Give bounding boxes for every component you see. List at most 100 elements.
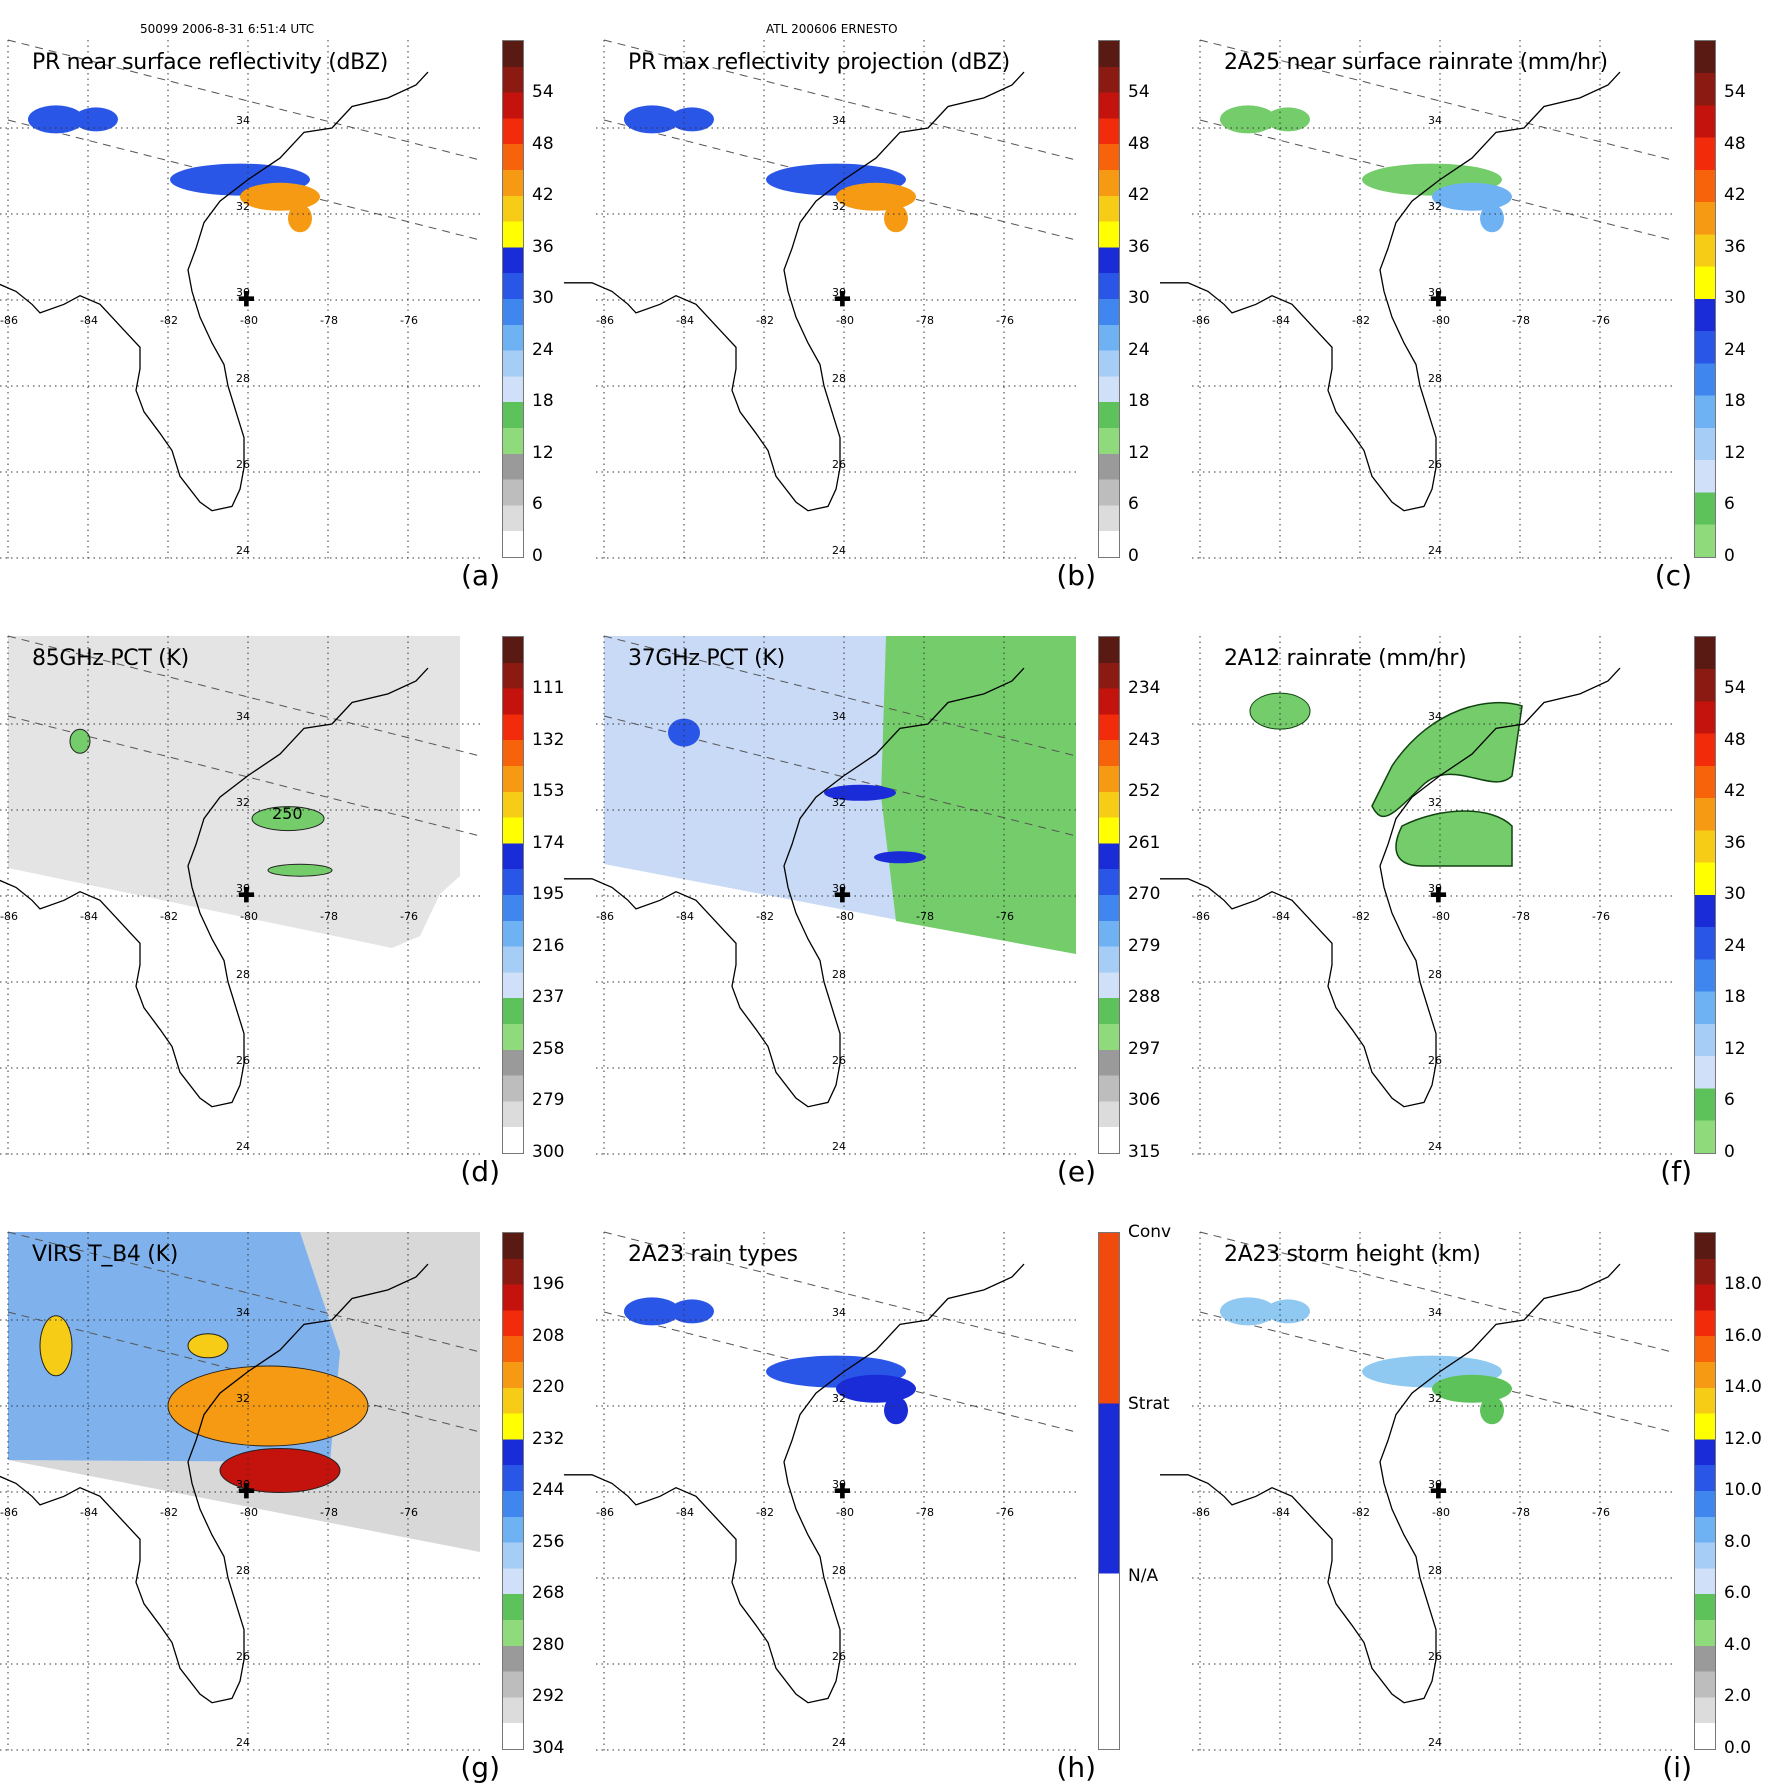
graticule (0, 636, 480, 1156)
colorbar-tick-label: Strat (1128, 1394, 1170, 1414)
lon-label: -86 (1192, 314, 1210, 327)
lon-label: -86 (596, 910, 614, 923)
colorbar-tick-label: 243 (1128, 729, 1161, 750)
panel-h: -86 -84 -82 -80 -78 -76 34 32 30 28 26 24 ✚ 2A23 rain… (564, 1222, 1171, 1792)
swath-edge-line (7, 1231, 481, 1353)
colorbar-tick-label: 30 (1724, 884, 1746, 905)
colorbar-tick-label: 306 (1128, 1090, 1161, 1111)
lat-label: 24 (832, 544, 846, 557)
graticule (1192, 40, 1672, 560)
lat-label: 28 (1428, 372, 1442, 385)
colorbar-tick-label: 2.0 (1724, 1686, 1752, 1707)
coastline (0, 1263, 429, 1704)
precip-features (624, 105, 916, 233)
precip-features (624, 1297, 916, 1425)
colorbar-tick-label: 0 (532, 546, 543, 566)
storm-center-icon: ✚ (1430, 1481, 1447, 1503)
lon-label: -82 (1352, 1506, 1370, 1519)
colorbar-tick-label: 48 (1128, 133, 1150, 154)
colorbar-tick-label: 12 (1724, 442, 1746, 463)
colorbar-tick-label: 252 (1128, 781, 1161, 802)
coastline (564, 71, 1025, 512)
panel-c: -86 -84 -82 -80 -78 -76 34 32 30 28 26 24 ✚ 2A25 near… (1160, 39, 1752, 600)
colorbar-tick-label: 279 (1128, 935, 1161, 956)
header-orbit-time: 50099 2006-8-31 6:51:4 UTC (140, 22, 315, 36)
lon-label: -80 (1432, 1506, 1450, 1519)
graticule (0, 1232, 480, 1752)
lon-label: -82 (160, 910, 178, 923)
panel-title: 37GHz PCT (K) (628, 646, 785, 671)
colorbar-tick-label: 288 (1128, 987, 1161, 1008)
rain-cell (74, 107, 118, 132)
panel-title: VIRS T_B4 (K) (32, 1242, 178, 1267)
colorbar-tick-label: 42 (532, 185, 554, 206)
colorbar-tick-label: 54 (1724, 678, 1746, 698)
colorbar-tick-label: 54 (1724, 82, 1746, 102)
lat-label: 34 (832, 1306, 846, 1319)
precip-features (1220, 1297, 1512, 1425)
rain-core (240, 182, 320, 211)
lat-label: 34 (236, 1306, 250, 1319)
graticule (0, 40, 480, 560)
colorbar-tick-label: 14.0 (1724, 1377, 1762, 1398)
cold-band (874, 851, 926, 864)
lon-label: -76 (996, 1506, 1014, 1519)
lon-label: -84 (676, 314, 694, 327)
lon-label: -76 (996, 314, 1014, 327)
rain-core (836, 182, 916, 211)
lat-label: 30 (832, 1478, 846, 1491)
colorbar-tick-label: N/A (1128, 1566, 1159, 1586)
rain-cell (624, 105, 680, 134)
colorbar-tick-label: 279 (532, 1090, 565, 1111)
storm-center-icon: ✚ (238, 885, 255, 907)
swath-edge-line (603, 635, 1077, 757)
colorbar-tick-label: Conv (1128, 1222, 1172, 1242)
lon-label: -78 (320, 314, 338, 327)
rain-cell (670, 1299, 714, 1324)
colorbar-tick-label: 232 (532, 1428, 565, 1449)
colorbar-tick-label: 42 (1724, 781, 1746, 802)
colorbar-tick-label: 18 (1724, 987, 1746, 1008)
lat-label: 34 (1428, 710, 1442, 723)
lat-label: 34 (236, 710, 250, 723)
colorbar-tick-label: 292 (532, 1686, 565, 1707)
panel-letter: (i) (1662, 1751, 1692, 1784)
lon-label: -82 (756, 910, 774, 923)
colorbar (1694, 40, 1716, 558)
panel-title: PR near surface reflectivity (dBZ) (32, 50, 389, 75)
panel-f: -86 -84 -82 -80 -78 -76 34 32 30 28 26 24 ✚ 2A12 rain… (1160, 636, 1752, 1196)
colorbar-tick-label: 16.0 (1724, 1325, 1762, 1346)
colorbar-tick-label: 18.0 (1724, 1274, 1762, 1294)
swath-edge-line (7, 635, 481, 757)
lon-label: -86 (596, 1506, 614, 1519)
coastline (564, 1263, 1025, 1704)
lon-label: -86 (0, 314, 18, 327)
colorbar-tick-label: 18 (1724, 391, 1746, 412)
colorbar-tick-label: 244 (532, 1480, 565, 1501)
lat-label: 32 (832, 1392, 846, 1405)
colorbar (1694, 1232, 1716, 1750)
colorbar-tick-label: 268 (532, 1583, 565, 1604)
map-f (1160, 636, 1672, 1156)
lat-label: 32 (236, 1392, 250, 1405)
rain-core (1480, 1396, 1504, 1425)
precip-features (28, 105, 320, 233)
colorbar-tick-label: 30 (532, 288, 554, 309)
colorbar-tick-label: 300 (532, 1142, 565, 1162)
colorbar-tick-label: 0 (1724, 546, 1735, 566)
storm-center-icon: ✚ (1430, 289, 1447, 311)
lon-label: -84 (1272, 910, 1290, 923)
lat-label: 34 (832, 114, 846, 127)
colorbar-tick-label: 24 (1724, 339, 1746, 360)
lat-label: 32 (236, 200, 250, 213)
swath-edge-line (7, 715, 481, 837)
colorbar (502, 1232, 524, 1750)
map-a (0, 39, 481, 560)
colorbar (502, 636, 524, 1154)
colorbar-tick-label: 234 (1128, 678, 1161, 698)
lon-label: -82 (756, 314, 774, 327)
panel-letter: (g) (460, 1751, 500, 1784)
colorbar-tick-label: 132 (532, 729, 565, 750)
lon-label: -76 (1592, 314, 1610, 327)
rain-core (884, 204, 908, 233)
